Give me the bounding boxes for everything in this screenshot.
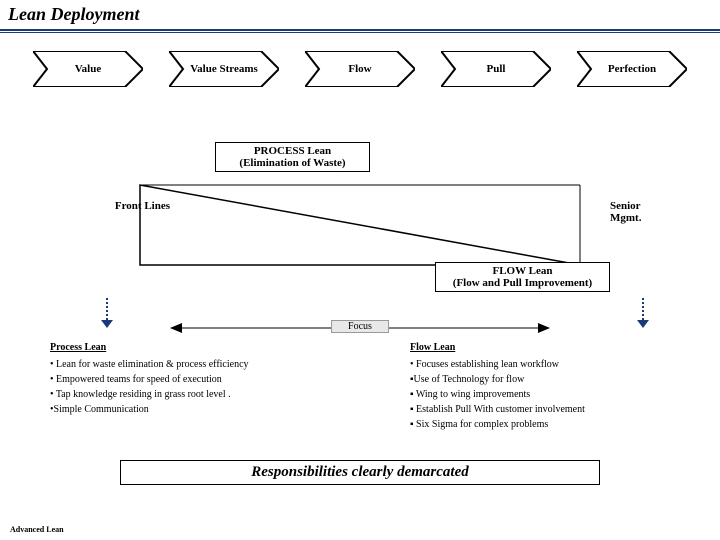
dotted-arrow-icon	[100, 298, 114, 328]
focus-divider: Focus	[170, 320, 550, 336]
arrow-label: Flow	[348, 63, 371, 75]
dotted-arrow-icon	[636, 298, 650, 328]
arrow-label: Value Streams	[190, 63, 258, 75]
process-lean-column: Process Lean • Lean for waste eliminatio…	[50, 340, 350, 432]
box-line: PROCESS Lean	[222, 145, 363, 157]
bullet: • Tap knowledge residing in grass root l…	[50, 387, 350, 402]
bullet: ▪ Establish Pull With customer involveme…	[410, 402, 690, 417]
column-title: Process Lean	[50, 340, 350, 355]
bullet: • Lean for waste elimination & process e…	[50, 357, 350, 372]
bullet: ▪ Wing to wing improvements	[410, 387, 690, 402]
box-line: (Elimination of Waste)	[222, 157, 363, 169]
focus-label: Focus	[331, 320, 389, 333]
arrow-flow: Flow	[305, 51, 415, 87]
flow-lean-column: Flow Lean • Focuses establishing lean wo…	[410, 340, 690, 432]
arrow-label: Pull	[487, 63, 506, 75]
arrow-pull: Pull	[441, 51, 551, 87]
divider	[0, 29, 720, 31]
bullet: • Focuses establishing lean workflow	[410, 357, 690, 372]
box-line: (Flow and Pull Improvement)	[442, 277, 603, 289]
column-title: Flow Lean	[410, 340, 690, 355]
bullet: ▪Use of Technology for flow	[410, 372, 690, 387]
arrow-value: Value	[33, 51, 143, 87]
page-title: Lean Deployment	[0, 0, 720, 29]
columns: Process Lean • Lean for waste eliminatio…	[50, 340, 690, 432]
box-line: FLOW Lean	[442, 265, 603, 277]
responsibilities-box: Responsibilities clearly demarcated	[120, 460, 600, 485]
arrow-value-streams: Value Streams	[169, 51, 279, 87]
footer-label: Advanced Lean	[10, 525, 64, 534]
triangle-diagram	[120, 180, 600, 270]
process-lean-box: PROCESS Lean (Elimination of Waste)	[215, 142, 370, 172]
arrow-label: Perfection	[608, 63, 656, 75]
front-lines-label: Front Lines	[110, 200, 170, 212]
arrow-label: Value	[75, 63, 102, 75]
bullet: • Empowered teams for speed of execution	[50, 372, 350, 387]
bullet: •Simple Communication	[50, 402, 350, 417]
arrow-perfection: Perfection	[577, 51, 687, 87]
arrow-row: Value Value Streams Flow Pull Perfection	[0, 33, 720, 105]
flow-lean-box: FLOW Lean (Flow and Pull Improvement)	[435, 262, 610, 292]
senior-mgmt-label: Senior Mgmt.	[610, 200, 660, 224]
bullet: ▪ Six Sigma for complex problems	[410, 417, 690, 432]
